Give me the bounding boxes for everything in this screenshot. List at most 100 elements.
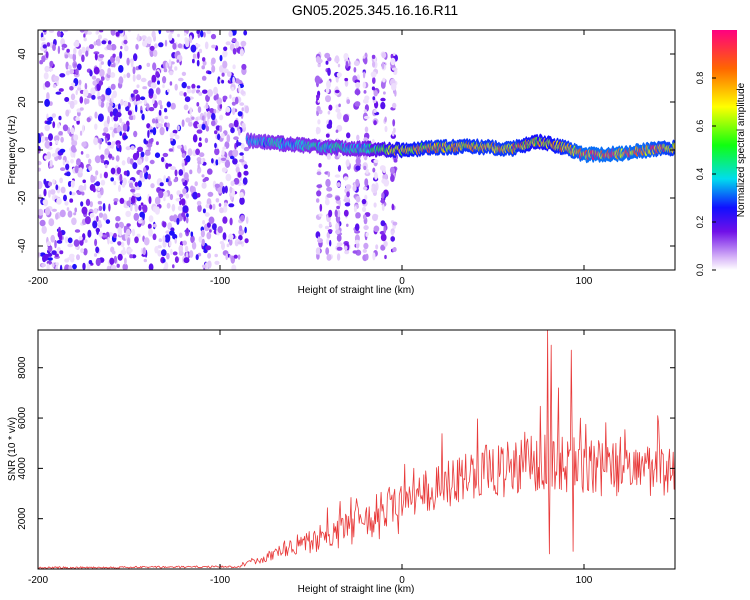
- spectrogram-cell: [361, 206, 367, 212]
- spectrogram-cell: [123, 100, 129, 107]
- spectrogram-cell: [111, 250, 116, 255]
- spectrogram-cell: [239, 102, 245, 106]
- spectrogram-cell: [118, 30, 124, 34]
- spectrogram-cell: [328, 104, 333, 111]
- spectrogram-cell: [69, 68, 75, 75]
- spectrogram-cell: [335, 76, 339, 83]
- spectrogram-cell: [244, 238, 249, 244]
- spectrogram-cell: [100, 179, 106, 186]
- spectrogram-cell: [363, 90, 367, 94]
- spectrogram-cell: [353, 67, 357, 73]
- spectrogram-cell: [337, 63, 341, 68]
- colorbar-tick-label: 0.6: [695, 120, 705, 133]
- spectrogram-cell: [64, 54, 69, 59]
- spectrogram-cell: [222, 146, 227, 150]
- spectrogram-cell: [109, 111, 113, 117]
- spectrogram-cell: [381, 199, 385, 203]
- spectrogram-cell: [94, 53, 98, 61]
- spectrogram-cell: [99, 69, 105, 77]
- spectrogram-cell: [147, 173, 151, 180]
- spectrogram-cell: [111, 141, 114, 149]
- spectrogram-cell: [154, 43, 158, 49]
- spectrogram-cell: [168, 148, 174, 152]
- spectrogram-cell: [52, 179, 56, 184]
- spectrogram-cell: [149, 159, 155, 165]
- spectrogram-cell: [112, 90, 117, 98]
- y-tick-label: 6000: [17, 406, 28, 429]
- spectrogram-cell: [364, 126, 369, 133]
- spectrogram-cell: [44, 155, 49, 160]
- spectrogram-cell: [147, 223, 152, 229]
- spectrogram-cell: [169, 81, 173, 86]
- spectrogram-cell: [149, 45, 155, 51]
- spectrogram-cell: [95, 246, 100, 254]
- spectrogram-cell: [244, 226, 247, 234]
- spectrogram-cell: [346, 223, 349, 227]
- spectrogram-cell: [390, 57, 396, 66]
- spectrogram-cell: [327, 171, 331, 178]
- spectrogram-cell: [344, 250, 350, 255]
- spectrogram-cell: [123, 135, 128, 140]
- spectrogram-cell: [185, 117, 191, 123]
- spectrogram-cell: [336, 72, 342, 78]
- spectrogram-cell: [42, 30, 47, 33]
- spectrogram-cell: [57, 230, 63, 238]
- spectrogram-cell: [55, 262, 59, 266]
- spectrogram-cell: [240, 89, 244, 96]
- spectrogram-cell: [384, 254, 387, 260]
- spectrogram-cell: [138, 204, 142, 211]
- spectrogram-cell: [99, 139, 103, 145]
- spectrogram-cell: [143, 166, 147, 174]
- spectrogram-cell: [174, 256, 179, 263]
- spectrogram-cell: [69, 86, 74, 91]
- spectrogram-cell: [186, 227, 189, 234]
- spectrogram-cell: [84, 82, 88, 90]
- spectrogram-cell: [151, 74, 157, 84]
- x-tick-label: 0: [399, 575, 405, 586]
- spectrogram-cell: [81, 141, 87, 148]
- spectrogram-cell: [200, 229, 205, 238]
- spectrogram-cell: [41, 135, 45, 143]
- x-tick-label: -100: [210, 575, 230, 586]
- spectrogram-cell: [78, 79, 82, 86]
- spectrogram-cell: [133, 212, 140, 221]
- snr-x-ticks: -200 -100 0 100: [28, 330, 593, 586]
- spectrogram-cell: [196, 192, 201, 198]
- spectrogram-cell: [237, 111, 243, 117]
- spectrogram-cell: [71, 217, 77, 226]
- spectrogram-cell: [326, 254, 332, 261]
- spectrogram-cell: [207, 168, 213, 175]
- spectrogram-cell: [110, 43, 117, 51]
- spectrogram-cell: [64, 258, 70, 263]
- spectrogram-cell: [213, 108, 217, 114]
- spectrogram-cell: [239, 197, 245, 205]
- spectrogram-cell: [105, 219, 111, 225]
- spectrogram-cell: [181, 71, 187, 76]
- spectrogram-cell: [113, 115, 119, 122]
- spectrogram-cell: [203, 31, 206, 38]
- spectrogram-cell: [113, 232, 117, 239]
- spectrogram-cell: [113, 255, 118, 264]
- spectrogram-cell: [103, 126, 109, 133]
- spectrogram-cell: [59, 250, 64, 255]
- spectrogram-cell: [79, 130, 83, 136]
- spectrogram-cell: [124, 257, 127, 265]
- spectrogram-cell: [64, 236, 69, 244]
- spectrogram-cell: [181, 212, 186, 218]
- spectrogram-cell: [177, 205, 183, 211]
- spectrogram-cell: [352, 185, 357, 192]
- spectrogram-cell: [202, 57, 206, 62]
- spectrogram-cell: [199, 152, 205, 158]
- spectrogram-cell: [134, 186, 141, 191]
- spectrogram-cell: [207, 260, 212, 269]
- spectrogram-cell: [201, 123, 206, 131]
- spectrogram-cell: [222, 186, 226, 194]
- spectrogram-cell: [390, 53, 394, 59]
- spectrogram-cell: [243, 170, 249, 176]
- spectrogram-cell: [59, 73, 66, 78]
- spectrogram-cell: [380, 101, 386, 110]
- spectrogram-cell: [134, 203, 138, 212]
- spectrogram-cell: [344, 202, 351, 207]
- spectrogram-cell: [155, 87, 161, 95]
